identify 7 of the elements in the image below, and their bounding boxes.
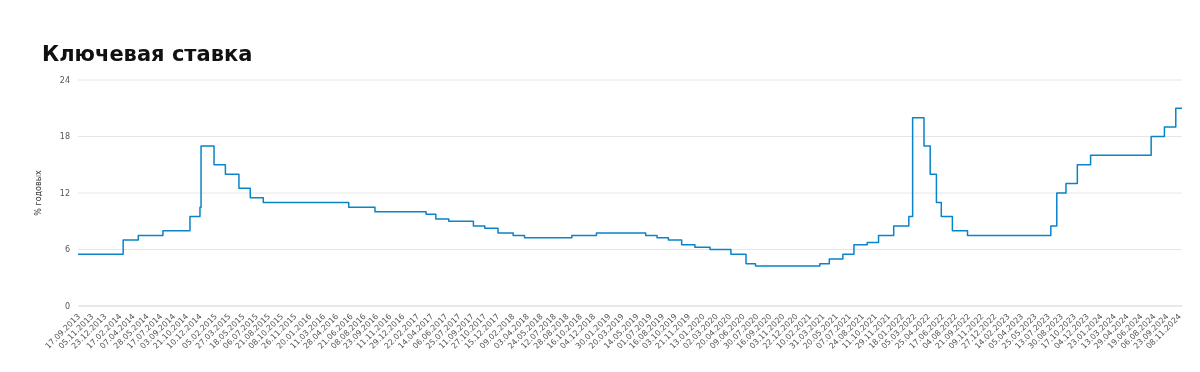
y-tick-label: 24	[59, 75, 70, 85]
chart-title: Ключевая ставка	[41, 41, 254, 68]
y-axis-title: % годовых	[33, 170, 43, 216]
y-tick-label: 18	[59, 132, 70, 142]
y-tick-label: 0	[64, 301, 70, 311]
y-tick-label: 6	[64, 245, 70, 255]
y-tick-label: 12	[59, 188, 70, 198]
